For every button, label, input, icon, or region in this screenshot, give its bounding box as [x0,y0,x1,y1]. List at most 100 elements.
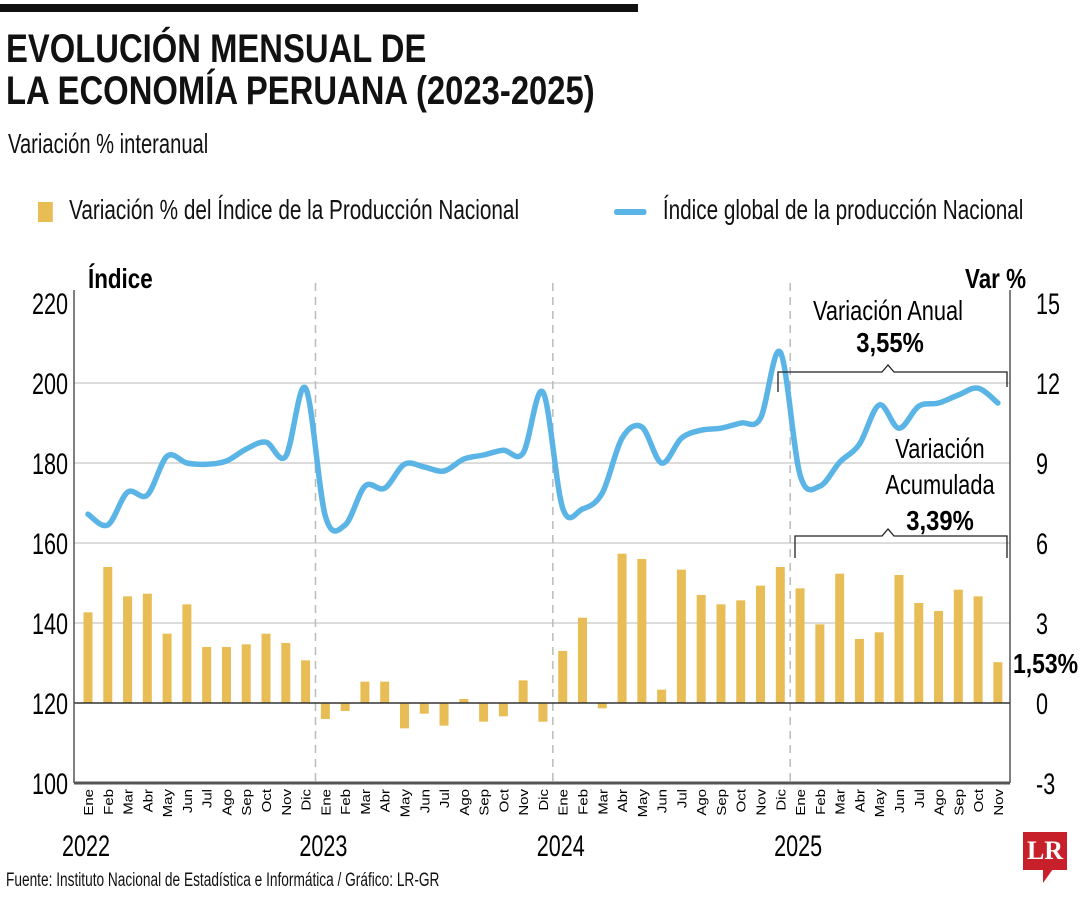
month-label: Oct [496,789,511,812]
month-label: Nov [991,789,1006,816]
month-label: Ago [220,789,235,816]
bar [340,703,350,711]
left-tick-label: 200 [32,366,68,400]
month-label: Ago [694,789,709,816]
month-label: Jul [200,789,215,808]
bar [795,588,805,703]
bar [103,567,113,703]
legend-swatch-line [614,208,647,215]
bar [399,703,409,729]
bar [775,567,785,703]
bar [874,632,884,703]
bar [498,703,508,717]
right-tick-label: 6 [1036,526,1048,560]
bar [301,660,311,703]
month-label: May [872,789,887,817]
bar [815,624,825,703]
right-axis-title: Var % [965,264,1026,295]
bar [380,681,390,703]
legend-item-line: Índice global de la producción Nacional [614,194,1023,226]
bar [538,703,548,722]
legend-swatch-bars [38,201,53,222]
month-label: Ene [318,789,333,816]
month-label: Jun [655,789,670,813]
month-label: Nov [754,789,769,816]
month-label: Nov [516,789,531,816]
month-label: Mar [595,789,610,815]
bar [142,593,152,703]
year-label: 2025 [774,828,822,862]
month-label: Feb [813,789,828,815]
month-label: Jul [674,789,689,808]
index-line [85,348,1001,534]
bar [617,553,627,703]
annotation-acum-value: 3,39% [906,504,973,536]
right-tick-label: 3 [1036,606,1048,640]
month-label: Mar [833,789,848,815]
month-label: Dic [299,789,314,811]
bar [953,589,963,703]
month-label: May [635,789,650,817]
month-label: Dic [773,789,788,811]
month-label: Sep [951,789,966,816]
month-label: Abr [140,789,155,813]
month-label: Abr [615,789,630,813]
bar [973,596,983,703]
month-label: Ene [81,789,96,816]
right-tick-label: 0 [1036,686,1048,720]
bar [221,647,231,703]
year-label: 2023 [299,828,347,862]
month-label: Mar [121,789,136,815]
bar [558,651,568,703]
bar [993,662,1003,703]
month-label: Ago [457,789,472,816]
month-label: Sep [477,789,492,816]
title-line-2: LA ECONOMÍA PERUANA (2023-2025) [6,69,595,113]
month-label: Feb [576,789,591,815]
bar [459,699,469,703]
bar [578,617,587,703]
month-label: Ene [556,789,571,816]
annotation-anual-label: Variación Anual [813,295,963,326]
title-line-1: EVOLUCIÓN MENSUAL DE [6,27,427,71]
right-tick-label: -3 [1036,766,1055,800]
month-label: Dic [536,789,551,811]
chart-subtitle: Variación % interanual [8,128,209,159]
month-label: Jun [417,789,432,813]
bar [360,681,370,703]
bracket-acumulada [794,528,1008,558]
right-tick-label: 12 [1036,366,1060,400]
bar [756,585,766,703]
bar [736,600,746,703]
bar [182,604,192,703]
month-label: Sep [714,789,729,816]
left-tick-label: 180 [32,446,68,480]
year-label: 2022 [62,828,110,862]
month-label: Mar [358,789,373,815]
left-tick-label: 160 [32,526,68,560]
legend-item-bars: Variación % del Índice de la Producción … [38,194,519,226]
top-rule [0,4,638,12]
bar [281,643,291,703]
month-label: Abr [378,789,393,813]
right-tick-label: 15 [1036,286,1060,320]
bar [914,603,924,703]
right-tick-label: 9 [1036,446,1048,480]
bar [676,569,686,703]
month-label: Jun [892,789,907,813]
bar [894,575,904,703]
month-label: Jul [912,789,927,808]
bar [162,633,172,703]
bar [202,647,212,703]
bar [479,703,489,722]
month-label: Jul [437,789,452,808]
lr-logo: LR [1023,832,1067,870]
bar [419,703,429,714]
month-label: Sep [239,789,254,816]
bar [835,573,845,703]
month-label: Feb [101,789,116,815]
left-tick-label: 100 [32,766,68,800]
month-label: Oct [971,789,986,812]
bar [657,689,667,703]
month-label: May [398,789,413,817]
